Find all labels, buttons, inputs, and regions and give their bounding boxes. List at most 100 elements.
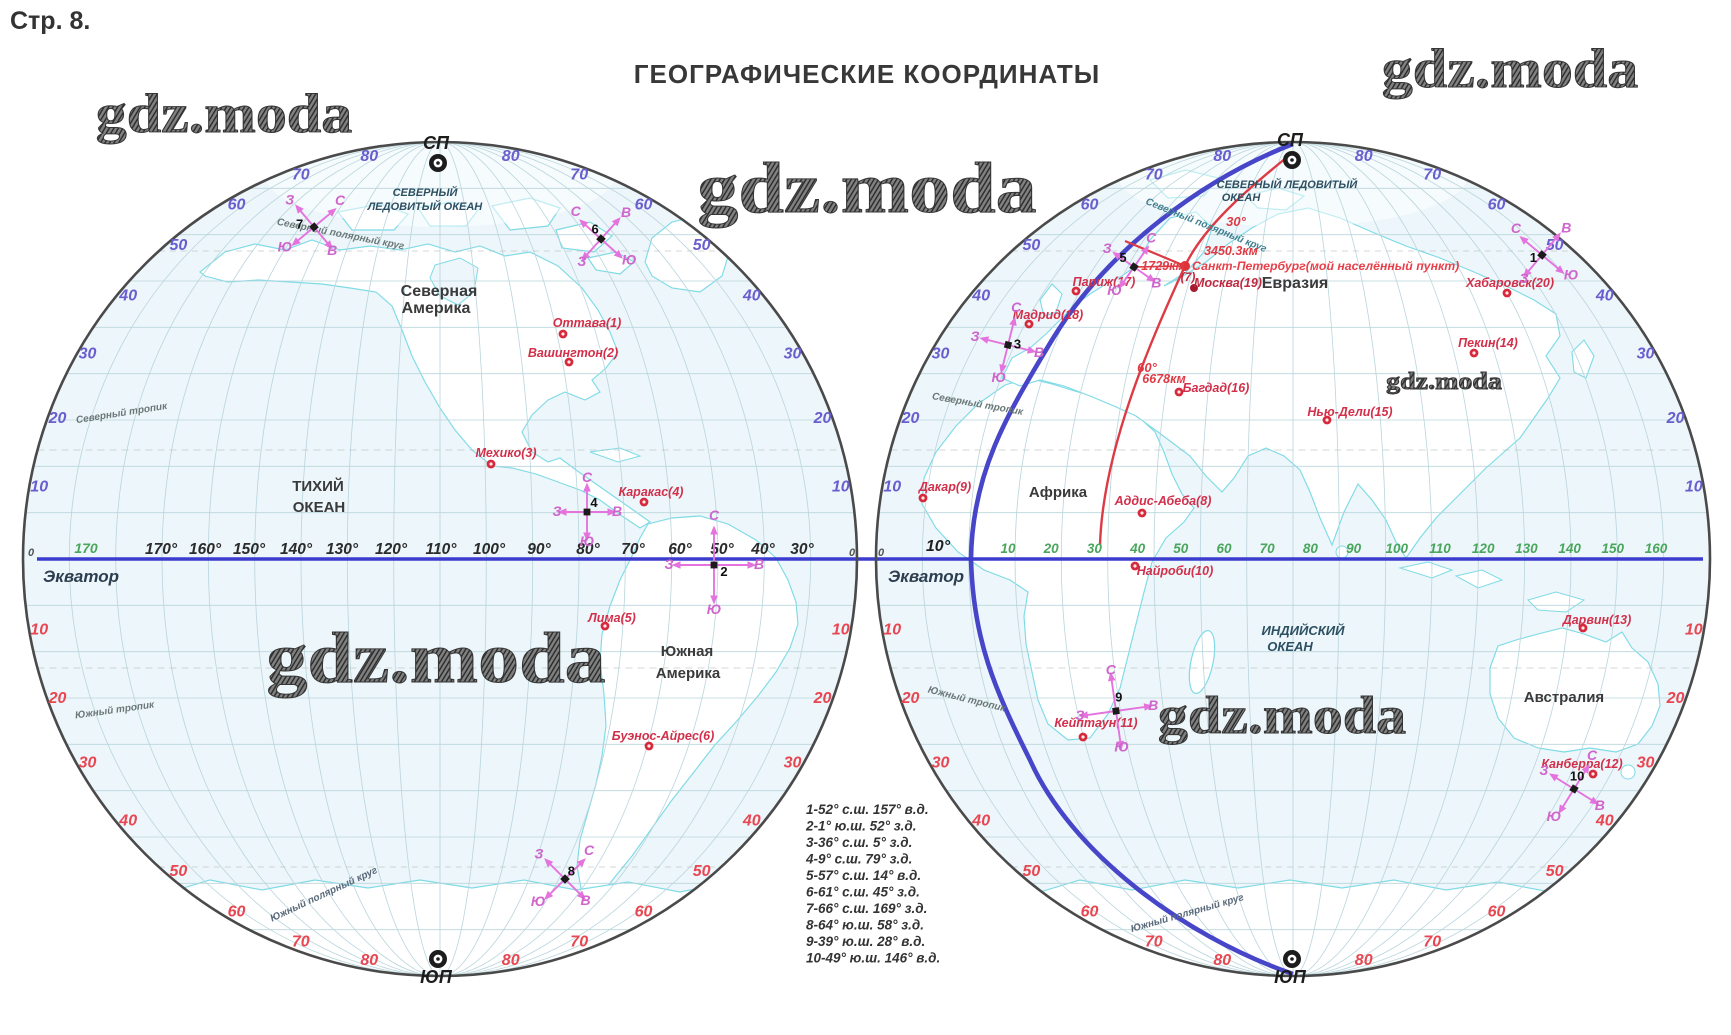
svg-text:З: З — [1519, 270, 1528, 286]
svg-text:10: 10 — [1685, 622, 1703, 639]
svg-text:Северная: Северная — [401, 283, 478, 300]
svg-text:70: 70 — [292, 167, 310, 184]
svg-text:Каракас(4): Каракас(4) — [619, 485, 684, 499]
svg-text:З: З — [665, 556, 674, 572]
svg-text:40: 40 — [118, 287, 137, 304]
svg-text:30: 30 — [784, 755, 802, 772]
svg-text:Найроби(10): Найроби(10) — [1137, 564, 1214, 578]
svg-text:СП: СП — [423, 133, 450, 153]
svg-text:С: С — [1511, 220, 1522, 236]
svg-text:З: З — [1103, 240, 1112, 256]
svg-text:60: 60 — [635, 904, 653, 921]
svg-text:Америка: Америка — [402, 300, 471, 317]
svg-text:Ю: Ю — [1107, 282, 1122, 298]
svg-text:Ю: Ю — [1114, 739, 1129, 755]
svg-text:20: 20 — [1043, 541, 1060, 556]
svg-text:80: 80 — [1303, 541, 1319, 556]
svg-text:40: 40 — [971, 287, 990, 304]
svg-text:1729км: 1729км — [1141, 259, 1184, 273]
svg-text:10: 10 — [30, 478, 48, 495]
svg-text:10: 10 — [1570, 768, 1584, 783]
svg-text:20: 20 — [901, 690, 920, 707]
svg-text:30°: 30° — [1226, 214, 1246, 229]
svg-text:2-1° ю.ш. 52° з.д.: 2-1° ю.ш. 52° з.д. — [805, 819, 917, 834]
svg-text:70: 70 — [1145, 934, 1163, 951]
svg-text:gdz.moda: gdz.moda — [1158, 687, 1406, 745]
svg-text:20: 20 — [1666, 410, 1685, 427]
svg-text:ЮП: ЮП — [420, 967, 453, 987]
svg-text:Австралия: Австралия — [1524, 689, 1604, 706]
svg-text:60: 60 — [1081, 904, 1099, 921]
svg-text:З: З — [1539, 762, 1548, 778]
svg-text:60: 60 — [635, 197, 653, 214]
svg-text:7: 7 — [296, 217, 303, 232]
svg-text:С: С — [335, 192, 346, 208]
svg-text:150°: 150° — [233, 541, 266, 558]
svg-text:10: 10 — [832, 478, 850, 495]
svg-text:70: 70 — [1423, 934, 1441, 951]
svg-text:Ю: Ю — [622, 251, 637, 267]
svg-text:В: В — [754, 556, 764, 572]
svg-text:Багдад(16): Багдад(16) — [1183, 381, 1250, 395]
svg-text:50: 50 — [1546, 237, 1564, 254]
svg-text:В: В — [1148, 697, 1158, 713]
svg-text:50: 50 — [1173, 541, 1189, 556]
svg-text:60: 60 — [1081, 197, 1099, 214]
svg-text:170: 170 — [74, 540, 98, 556]
svg-text:8-64° ю.ш. 58° з.д.: 8-64° ю.ш. 58° з.д. — [806, 918, 924, 933]
svg-text:140°: 140° — [280, 541, 313, 558]
svg-text:ОКЕАН: ОКЕАН — [293, 499, 346, 516]
svg-text:С: С — [709, 507, 720, 523]
svg-text:СЕВЕРНЫЙ ЛЕДОВИТЫЙ: СЕВЕРНЫЙ ЛЕДОВИТЫЙ — [1217, 178, 1359, 191]
svg-text:70: 70 — [1145, 167, 1163, 184]
svg-text:70: 70 — [1260, 541, 1276, 556]
svg-text:10: 10 — [832, 622, 850, 639]
svg-text:Ю: Ю — [1547, 808, 1562, 824]
svg-text:В: В — [327, 242, 337, 258]
svg-text:20: 20 — [48, 690, 67, 707]
svg-text:6: 6 — [591, 222, 598, 237]
svg-text:10: 10 — [30, 622, 48, 639]
svg-text:80: 80 — [502, 952, 520, 969]
svg-text:130: 130 — [1515, 541, 1538, 556]
svg-text:Ю: Ю — [531, 893, 546, 909]
svg-text:Буэнос-Айрес(6): Буэнос-Айрес(6) — [612, 729, 714, 743]
svg-text:20: 20 — [1666, 690, 1685, 707]
svg-text:Нью-Дели(15): Нью-Дели(15) — [1307, 405, 1392, 419]
svg-text:70: 70 — [570, 934, 588, 951]
svg-text:60°: 60° — [668, 541, 692, 558]
svg-text:110: 110 — [1429, 541, 1451, 556]
svg-text:ГЕОГРАФИЧЕСКИЕ КООРДИНАТЫ: ГЕОГРАФИЧЕСКИЕ КООРДИНАТЫ — [634, 59, 1100, 89]
svg-text:100: 100 — [1386, 541, 1409, 556]
svg-text:80: 80 — [1213, 148, 1231, 165]
svg-text:160°: 160° — [189, 541, 222, 558]
svg-text:Дарвин(13): Дарвин(13) — [1562, 613, 1632, 627]
svg-text:70: 70 — [570, 167, 588, 184]
svg-text:Кейптаун(11): Кейптаун(11) — [1054, 716, 1137, 730]
svg-text:50: 50 — [1546, 863, 1564, 880]
svg-text:Пекин(14): Пекин(14) — [1458, 336, 1518, 350]
svg-text:160: 160 — [1645, 541, 1668, 556]
svg-text:Лима(5): Лима(5) — [587, 611, 636, 625]
svg-text:30: 30 — [932, 755, 950, 772]
svg-text:ТИХИЙ: ТИХИЙ — [292, 477, 344, 495]
svg-text:10: 10 — [883, 622, 901, 639]
svg-text:60: 60 — [1488, 197, 1506, 214]
svg-text:3450.3км: 3450.3км — [1204, 244, 1258, 258]
svg-text:20: 20 — [813, 410, 832, 427]
svg-text:ОКЕАН: ОКЕАН — [1222, 192, 1262, 204]
svg-text:Аддис-Абеба(8): Аддис-Абеба(8) — [1114, 494, 1212, 508]
svg-text:С: С — [582, 469, 593, 485]
svg-text:СП: СП — [1277, 130, 1304, 150]
svg-text:40: 40 — [1595, 287, 1614, 304]
svg-text:gdz.moda: gdz.moda — [96, 83, 353, 144]
svg-text:В: В — [621, 204, 631, 220]
svg-text:gdz.moda: gdz.moda — [1386, 368, 1502, 395]
svg-text:90°: 90° — [527, 541, 551, 558]
svg-text:30: 30 — [79, 755, 97, 772]
svg-text:Ю: Ю — [580, 533, 595, 549]
svg-text:З: З — [553, 503, 562, 519]
svg-text:З: З — [577, 253, 586, 269]
svg-text:50: 50 — [170, 237, 188, 254]
svg-text:Южная: Южная — [661, 643, 713, 660]
